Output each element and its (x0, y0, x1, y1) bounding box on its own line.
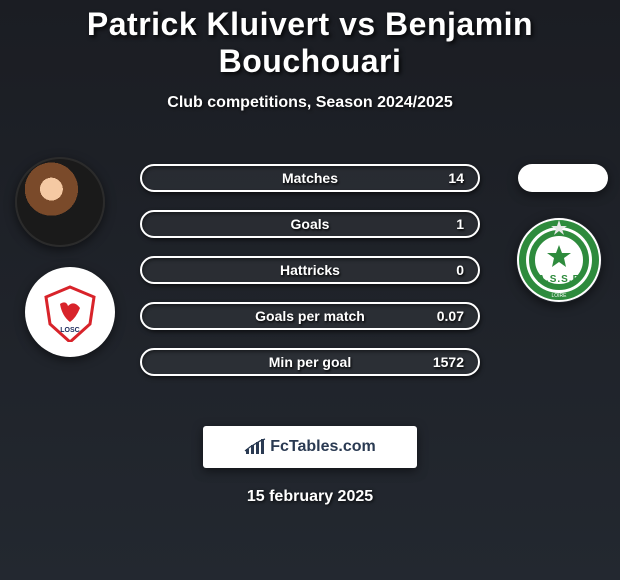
stat-right-value: 0.07 (424, 308, 464, 324)
stat-label: Goals (196, 216, 424, 232)
stat-right-value: 14 (424, 170, 464, 186)
stat-row-hattricks: Hattricks 0 (140, 256, 480, 284)
stat-right-value: 1572 (424, 354, 464, 370)
asse-logo-icon: A.S.S.E LOIRE (516, 217, 602, 303)
stat-row-min-per-goal: Min per goal 1572 (140, 348, 480, 376)
stat-label: Goals per match (196, 308, 424, 324)
player-photo-right (518, 164, 608, 192)
stat-label: Min per goal (196, 354, 424, 370)
brand-text: FcTables.com (270, 438, 376, 456)
stat-right-value: 1 (424, 216, 464, 232)
subtitle: Club competitions, Season 2024/2025 (0, 94, 620, 112)
stat-right-value: 0 (424, 262, 464, 278)
club-badge-left: LOSC (25, 267, 115, 357)
stat-row-goals-per-match: Goals per match 0.07 (140, 302, 480, 330)
brand-badge: FcTables.com (203, 426, 417, 468)
stat-row-matches: Matches 14 (140, 164, 480, 192)
stat-pill-list: Matches 14 Goals 1 Hattricks 0 Goals per… (140, 164, 480, 376)
svg-text:A.S.S.E: A.S.S.E (538, 274, 581, 285)
stat-row-goals: Goals 1 (140, 210, 480, 238)
svg-text:LOIRE: LOIRE (551, 293, 567, 299)
bar-chart-icon (244, 438, 266, 456)
comparison-stage: LOSC A.S.S.E LOIRE Matches 14 (0, 142, 620, 402)
date-text: 15 february 2025 (0, 488, 620, 506)
page-title: Patrick Kluivert vs Benjamin Bouchouari (0, 6, 620, 80)
stat-label: Hattricks (196, 262, 424, 278)
stat-label: Matches (196, 170, 424, 186)
svg-text:LOSC: LOSC (60, 327, 79, 334)
club-badge-right: A.S.S.E LOIRE (516, 217, 602, 303)
player-photo-left (15, 157, 105, 247)
losc-logo-icon: LOSC (40, 282, 100, 342)
